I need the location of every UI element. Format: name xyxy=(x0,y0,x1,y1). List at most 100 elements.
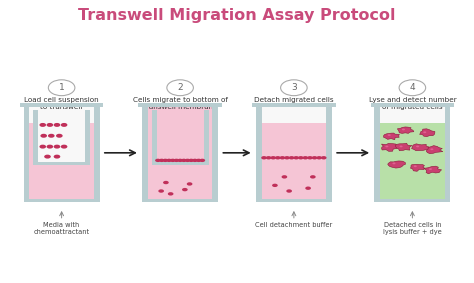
Text: Load cell suspension
to transwell: Load cell suspension to transwell xyxy=(24,97,99,110)
Circle shape xyxy=(312,156,318,159)
Circle shape xyxy=(402,128,405,130)
Bar xyxy=(20,103,103,107)
Text: Cell detachment buffer: Cell detachment buffer xyxy=(255,222,332,228)
Bar xyxy=(85,110,90,165)
Polygon shape xyxy=(419,129,435,137)
Text: Lyse and detect number
of migrated cells: Lyse and detect number of migrated cells xyxy=(368,97,456,110)
Circle shape xyxy=(177,159,183,162)
Bar xyxy=(138,103,222,107)
Circle shape xyxy=(272,184,278,187)
Circle shape xyxy=(167,80,193,96)
Circle shape xyxy=(293,156,299,159)
Circle shape xyxy=(284,156,290,159)
Bar xyxy=(445,105,450,202)
Circle shape xyxy=(270,156,276,159)
Polygon shape xyxy=(383,133,400,140)
Bar xyxy=(326,105,332,202)
Circle shape xyxy=(40,134,47,138)
Polygon shape xyxy=(411,144,429,151)
Circle shape xyxy=(61,123,67,127)
Circle shape xyxy=(388,134,391,136)
Text: Cells migrate to bottom of
transwell membrane: Cells migrate to bottom of transwell mem… xyxy=(133,97,228,110)
Circle shape xyxy=(48,134,55,138)
Circle shape xyxy=(280,156,285,159)
Bar xyxy=(262,105,326,199)
Circle shape xyxy=(166,159,172,162)
Polygon shape xyxy=(426,146,443,154)
Circle shape xyxy=(192,159,198,162)
Circle shape xyxy=(423,131,426,133)
Bar xyxy=(374,199,450,202)
Circle shape xyxy=(399,80,426,96)
Bar xyxy=(152,110,156,165)
Circle shape xyxy=(187,182,192,186)
Circle shape xyxy=(282,175,287,179)
Circle shape xyxy=(163,159,168,162)
Circle shape xyxy=(44,155,51,158)
Circle shape xyxy=(414,165,417,167)
Polygon shape xyxy=(410,164,425,171)
Bar xyxy=(33,110,38,165)
Circle shape xyxy=(298,156,304,159)
Bar xyxy=(256,105,262,202)
Circle shape xyxy=(429,168,432,170)
Bar xyxy=(24,199,100,202)
Circle shape xyxy=(385,145,388,147)
Circle shape xyxy=(54,145,60,149)
Circle shape xyxy=(416,145,419,147)
Circle shape xyxy=(159,159,164,162)
Circle shape xyxy=(185,159,191,162)
Bar xyxy=(142,105,148,202)
Circle shape xyxy=(39,145,46,149)
Polygon shape xyxy=(395,143,412,151)
Bar xyxy=(29,105,94,199)
Text: Transwell Migration Assay Protocol: Transwell Migration Assay Protocol xyxy=(78,8,396,23)
Circle shape xyxy=(305,186,311,190)
Polygon shape xyxy=(424,166,442,174)
Circle shape xyxy=(168,192,173,196)
Circle shape xyxy=(48,80,75,96)
Circle shape xyxy=(182,188,188,191)
Text: Media with
chemoattractant: Media with chemoattractant xyxy=(34,222,90,235)
Bar xyxy=(374,105,380,202)
Polygon shape xyxy=(382,143,399,151)
Circle shape xyxy=(261,156,267,159)
Bar xyxy=(380,105,445,123)
Bar xyxy=(380,105,445,199)
Circle shape xyxy=(181,159,187,162)
Bar xyxy=(24,105,29,202)
Circle shape xyxy=(39,123,46,127)
Circle shape xyxy=(275,156,281,159)
Bar xyxy=(142,199,218,202)
Bar xyxy=(252,103,336,107)
Bar xyxy=(262,105,326,123)
Circle shape xyxy=(392,162,395,164)
Text: 2: 2 xyxy=(177,83,183,92)
Bar xyxy=(38,110,85,162)
Circle shape xyxy=(46,145,53,149)
Circle shape xyxy=(46,123,53,127)
Circle shape xyxy=(316,156,322,159)
Circle shape xyxy=(54,123,60,127)
Circle shape xyxy=(307,156,313,159)
Bar xyxy=(148,105,212,199)
Circle shape xyxy=(173,159,179,162)
Text: 3: 3 xyxy=(291,83,297,92)
Polygon shape xyxy=(397,127,414,133)
Bar xyxy=(152,162,209,165)
Text: 4: 4 xyxy=(410,83,415,92)
Circle shape xyxy=(188,159,194,162)
Circle shape xyxy=(266,156,272,159)
Circle shape xyxy=(54,155,60,158)
Text: Detach migrated cells: Detach migrated cells xyxy=(254,97,334,103)
Bar xyxy=(94,105,100,202)
Circle shape xyxy=(61,145,67,149)
Circle shape xyxy=(321,156,327,159)
Circle shape xyxy=(302,156,308,159)
Bar xyxy=(29,105,94,123)
Circle shape xyxy=(158,189,164,193)
Text: Detached cells in
lysis buffer + dye: Detached cells in lysis buffer + dye xyxy=(383,222,442,235)
Circle shape xyxy=(289,156,294,159)
Bar xyxy=(204,110,209,165)
Circle shape xyxy=(400,145,402,147)
